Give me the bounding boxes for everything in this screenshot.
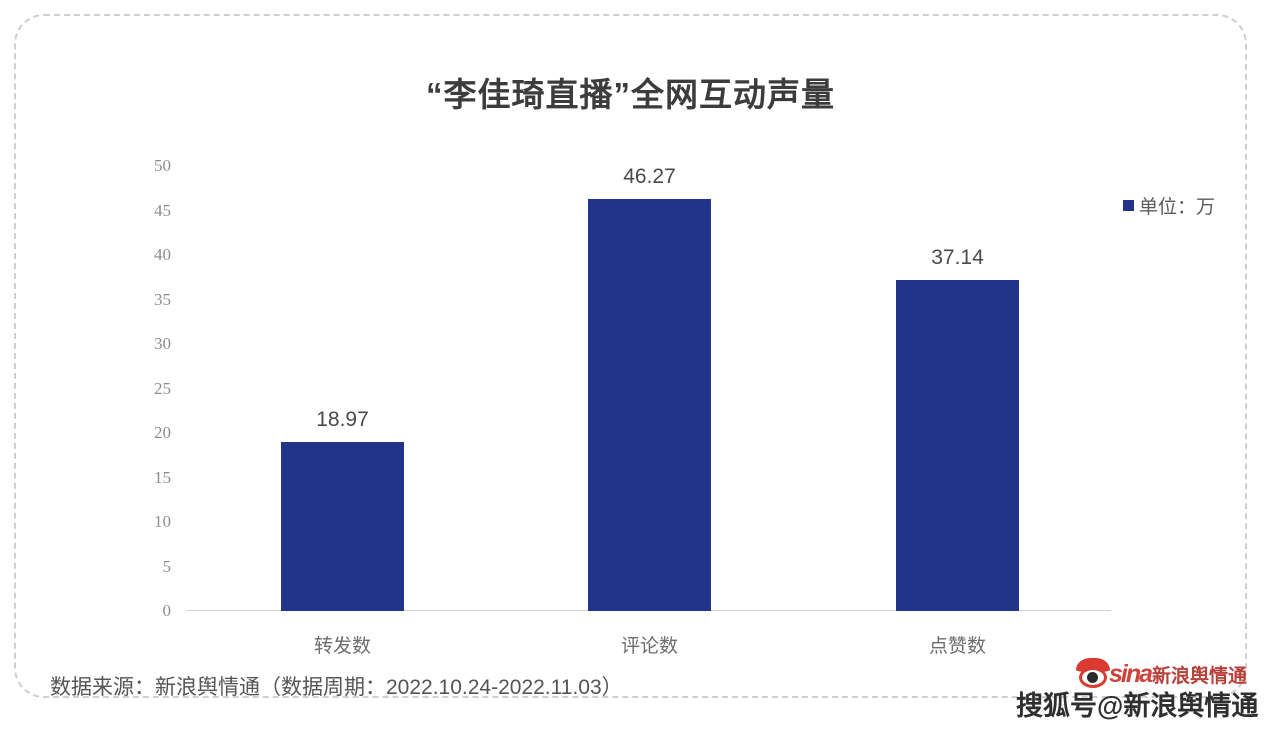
y-axis-ticks: 50 45 40 35 30 25 20 15 10 5 0: [111, 156, 172, 620]
category-label-1: 评论数: [620, 636, 678, 657]
y-tick-label: 30: [154, 334, 171, 353]
y-tick-label: 15: [154, 467, 171, 487]
bar-转发数[interactable]: [281, 442, 404, 611]
y-tick-label: 40: [154, 245, 171, 264]
bar-value-label: 37.14: [931, 246, 984, 270]
chart-card: “李佳琦直播”全网互动声量 50 45 40 35 30 25 20 15 10…: [14, 14, 1258, 721]
pupil-shape: [1087, 672, 1098, 683]
sina-cn-wordmark: 新浪舆情通: [1152, 665, 1248, 687]
y-tick-label: 25: [154, 378, 171, 398]
y-tick-label: 20: [154, 423, 171, 442]
y-tick-label: 50: [154, 156, 171, 175]
sohu-handle-text: 搜狐号@新浪舆情通: [1016, 691, 1259, 721]
chart-title: “李佳琦直播”全网互动声量: [426, 76, 835, 113]
y-tick-label: 5: [162, 556, 172, 576]
category-label-0: 转发数: [313, 636, 371, 657]
chart-screenshot: “李佳琦直播”全网互动声量 50 45 40 35 30 25 20 15 10…: [14, 14, 1259, 721]
y-tick-label: 35: [154, 289, 171, 309]
y-tick-label: 0: [162, 601, 172, 620]
data-source-note: 数据来源：新浪舆情通（数据周期：2022.10.24-2022.11.03）: [50, 676, 623, 699]
y-tick-label: 45: [154, 200, 171, 220]
chart-legend: 单位：万: [1123, 192, 1215, 219]
plot-area: 18.97 46.27 37.14: [186, 165, 1111, 611]
legend-swatch-icon: [1123, 200, 1134, 211]
y-tick-label: 10: [154, 512, 171, 531]
bar-value-label: 46.27: [623, 165, 676, 189]
category-label-2: 点赞数: [928, 636, 986, 657]
sina-eye-icon: [1074, 658, 1112, 690]
bar-点赞数[interactable]: [896, 280, 1019, 611]
bar-评论数[interactable]: [588, 199, 711, 611]
sina-logo: sina 新浪舆情通: [1074, 658, 1247, 690]
bar-value-label: 18.97: [316, 408, 369, 432]
sina-wordmark: sina: [1109, 659, 1153, 688]
watermark: sina 新浪舆情通 搜狐号@新浪舆情通: [1016, 656, 1269, 730]
legend-label: 单位：万: [1139, 197, 1216, 218]
